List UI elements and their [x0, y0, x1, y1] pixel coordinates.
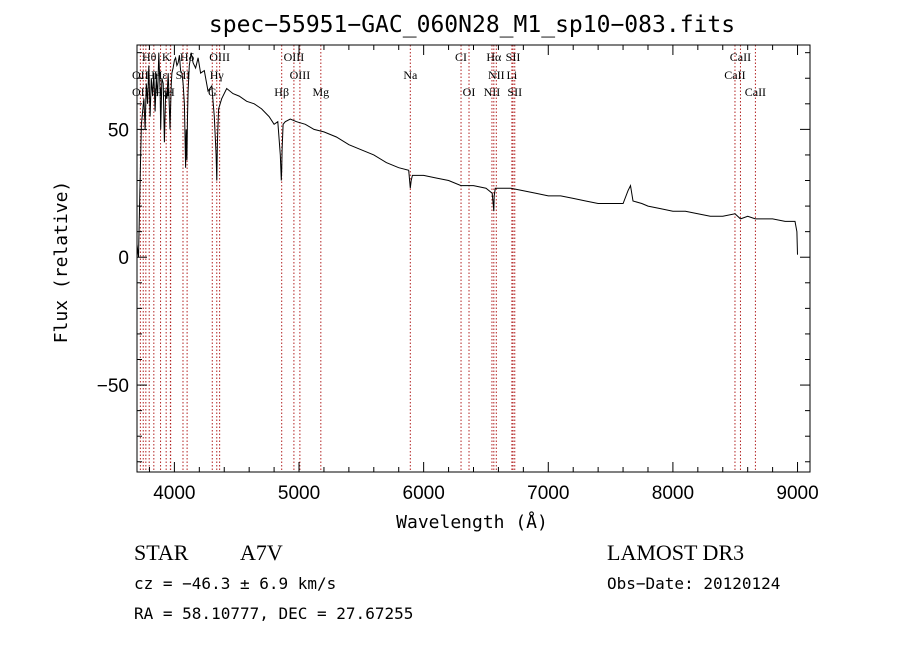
y-tick-label: 50: [108, 120, 129, 141]
spectral-line-label: CaII: [745, 85, 766, 99]
x-tick-label: 8000: [652, 483, 694, 504]
spectral-line-label: OII: [132, 85, 149, 99]
spectral-class: A7V: [240, 540, 283, 565]
spectral-line-label: Hα: [486, 50, 502, 64]
spectral-line-label: SII: [506, 50, 521, 64]
spectral-line-label: K: [162, 50, 171, 64]
spectral-line-label: OII: [132, 68, 149, 82]
spectral-line-label: NII: [484, 85, 501, 99]
x-tick-label: 6000: [403, 483, 445, 504]
spectral-line-label: Li: [507, 68, 518, 82]
y-tick-label: −50: [97, 376, 129, 397]
x-tick-label: 7000: [527, 483, 569, 504]
spectral-line-label: OI: [463, 85, 476, 99]
spectral-line-label: CaII: [730, 50, 751, 64]
spectral-line-label: SII: [507, 85, 522, 99]
coordinates: RA = 58.10777, DEC = 27.67255: [134, 604, 414, 623]
obs-date: Obs−Date: 20120124: [607, 574, 781, 593]
spectral-line-label: Hε: [154, 68, 168, 82]
spectral-line-label: Hβ: [274, 85, 289, 99]
chart-title: spec−55951−GAC_060N28_M1_sp10−083.fits: [209, 12, 735, 38]
axis-ticks: 4000 5000 6000 7000 8000 9000 50 0 −50: [97, 45, 819, 504]
spectral-line-label: Na: [403, 68, 418, 82]
x-tick-label: 5000: [278, 483, 320, 504]
flux-series-line: [136, 52, 798, 258]
spectral-line-markers: [139, 45, 756, 472]
object-type: STAR: [134, 540, 189, 565]
y-axis-label: Flux (relative): [51, 181, 72, 344]
spectral-line-label: SII: [176, 68, 191, 82]
spectral-line-label: OIII: [209, 50, 230, 64]
spectral-line-label: NII: [488, 68, 505, 82]
spectral-line-label: OIII: [284, 50, 305, 64]
x-axis-label: Wavelength (Å): [396, 511, 548, 533]
spectral-line-label: Hθ: [142, 50, 157, 64]
survey-name: LAMOST DR3: [607, 540, 745, 565]
plot-frame: [136, 44, 811, 473]
x-tick-label: 9000: [776, 483, 818, 504]
spectral-line-label: OIII: [290, 68, 311, 82]
x-tick-label: 4000: [153, 483, 195, 504]
y-tick-label: 0: [118, 248, 129, 269]
redshift-readout: cz = −46.3 ± 6.9 km/s: [134, 574, 337, 593]
spectral-line-label: Hγ: [210, 68, 225, 82]
spectral-line-label: CaII: [724, 68, 745, 82]
spectral-line-label: CI: [455, 50, 467, 64]
spectral-line-label: Mg: [312, 85, 329, 99]
